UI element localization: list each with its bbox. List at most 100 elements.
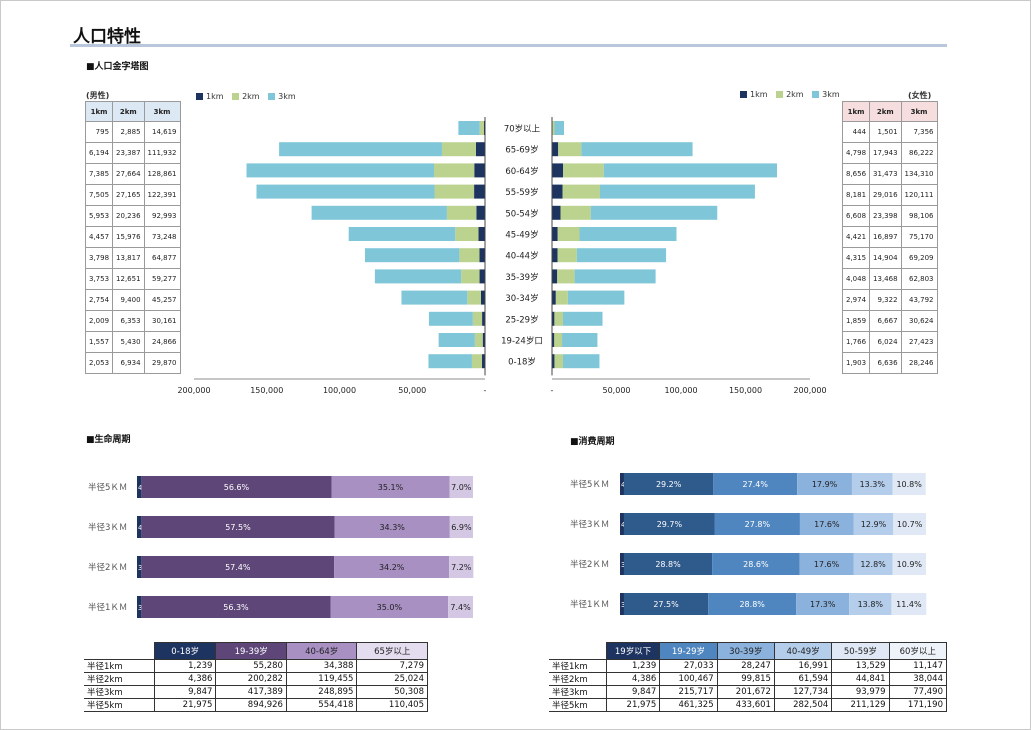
table-cell: 21,975 xyxy=(153,698,217,712)
table-cell: 98,106 xyxy=(900,205,938,227)
segment-label: 28.8% xyxy=(739,600,765,609)
row-label: 半径1km xyxy=(84,659,155,673)
female-bar-3km xyxy=(603,163,778,178)
legend-label: 2km xyxy=(242,92,260,101)
male-bar-3km xyxy=(428,311,473,326)
male-bar-1km xyxy=(479,248,485,263)
x-tick-label: 200,000 xyxy=(177,386,210,395)
segment-label: 17.6% xyxy=(814,520,840,529)
stacked-segment xyxy=(891,593,927,615)
table-cell: 4,798 xyxy=(841,142,871,164)
table-cell: 23,387 xyxy=(112,142,145,164)
table-cell: 4,315 xyxy=(841,247,871,269)
female-bar-3km xyxy=(581,142,693,157)
table-cell: 59,277 xyxy=(143,268,181,290)
female-bar-2km xyxy=(554,311,563,326)
title-divider xyxy=(70,44,947,47)
female-bar-1km xyxy=(552,311,555,326)
table-cell: 1,859 xyxy=(841,310,871,332)
male-bar-2km xyxy=(441,142,476,157)
segment-label: 10.7% xyxy=(897,520,923,529)
table-cell: 69,209 xyxy=(900,247,938,269)
table-cell: 4,386 xyxy=(153,672,217,686)
table-cell: 111,932 xyxy=(143,142,181,164)
table-cell: 4,386 xyxy=(605,672,661,686)
male-bar-3km xyxy=(428,354,472,369)
table-row: 4,315 14,904 69,209 xyxy=(841,247,938,269)
segment-label: 34.2% xyxy=(379,563,405,572)
age-category-label: 65-69岁 xyxy=(505,145,538,156)
female-bar-3km xyxy=(562,333,598,347)
stacked-segment xyxy=(799,513,854,535)
age-category-label: 25-29岁 xyxy=(505,314,538,325)
male-bar-1km xyxy=(476,205,485,220)
row-label: 半径2km xyxy=(549,672,607,686)
table-row: 1,766 6,024 27,423 xyxy=(841,331,938,353)
table-cell: 6,667 xyxy=(869,310,902,332)
table-row: 半径5km 21,975 461,325 433,601 282,504 211,129 1… xyxy=(549,698,948,712)
female-bar-2km xyxy=(554,354,564,369)
table-cell: 99,815 xyxy=(716,672,775,686)
row-label: 半径3ＫＭ xyxy=(88,522,127,533)
table-cell: 119,455 xyxy=(285,672,358,686)
legend-swatch-3km xyxy=(268,93,276,100)
table-cell: 17,943 xyxy=(869,142,902,164)
female-bar-1km xyxy=(552,354,555,369)
table-cell: 120,111 xyxy=(900,184,938,206)
stacked-segment xyxy=(620,513,624,535)
female-bar-1km xyxy=(552,227,558,241)
female-bar-3km xyxy=(567,290,625,305)
table-cell: 25,024 xyxy=(356,672,428,686)
segment-label: 35.0% xyxy=(377,603,403,612)
row-label: 半径1km xyxy=(549,659,607,673)
age-category-label: 60-64岁 xyxy=(505,166,538,177)
stacked-segment xyxy=(853,553,893,575)
male-bar-2km xyxy=(434,163,475,178)
x-tick-label: 50,000 xyxy=(603,386,631,395)
table-cell: 20,236 xyxy=(112,205,145,227)
male-bar-3km xyxy=(279,142,442,157)
table-row: 4,048 13,468 62,803 xyxy=(841,268,938,290)
table-row: 2,974 9,322 43,792 xyxy=(841,289,938,311)
page-title: 人口特性 xyxy=(73,27,141,47)
table-cell: 9,400 xyxy=(112,289,145,311)
legend-label: 1km xyxy=(206,92,224,101)
segment-label: 56.6% xyxy=(224,483,250,492)
table-cell: 50,308 xyxy=(356,685,428,699)
row-label: 半径3km xyxy=(549,685,607,699)
legend-label: 2km xyxy=(786,90,804,99)
stacked-segment xyxy=(623,473,714,495)
table-cell: 6,934 xyxy=(112,352,145,374)
female-bar-1km xyxy=(552,333,555,347)
table-header: 0-18岁 xyxy=(153,642,217,660)
table-cell: 1,557 xyxy=(84,331,114,353)
table-header: 40-49岁 xyxy=(773,642,833,660)
age-category-label: 40-44岁 xyxy=(505,251,538,262)
row-label: 半径5km xyxy=(549,698,607,712)
table-corner xyxy=(84,643,154,660)
table-cell: 7,505 xyxy=(84,184,114,206)
male-bar-3km xyxy=(246,163,435,178)
row-label: 半径3ＫＭ xyxy=(570,519,609,530)
table-cell: 5,430 xyxy=(112,331,145,353)
table-cell: 16,897 xyxy=(869,226,902,248)
table-cell: 62,803 xyxy=(900,268,938,290)
female-bar-3km xyxy=(590,205,718,220)
legend-swatch-2km xyxy=(232,93,240,100)
age-category-label: 45-49岁 xyxy=(505,230,538,241)
stacked-segment xyxy=(708,593,797,615)
age-category-label: 70岁以上 xyxy=(504,124,541,135)
male-header-3km: 3km xyxy=(143,101,181,122)
table-cell: 417,389 xyxy=(215,685,287,699)
stacked-segment xyxy=(331,476,450,498)
table-cell: 200,282 xyxy=(215,672,287,686)
age-category-label: 55-59岁 xyxy=(505,187,538,198)
legend-swatch-3km xyxy=(812,91,820,98)
table-cell: 433,601 xyxy=(716,698,775,712)
male-bar-1km xyxy=(479,269,485,284)
stacked-segment xyxy=(714,513,800,535)
table-cell: 7,279 xyxy=(356,659,428,673)
legend-swatch-1km xyxy=(196,93,203,100)
table-cell: 27,664 xyxy=(112,163,145,185)
table-row: 3,753 12,651 59,277 xyxy=(84,268,181,290)
